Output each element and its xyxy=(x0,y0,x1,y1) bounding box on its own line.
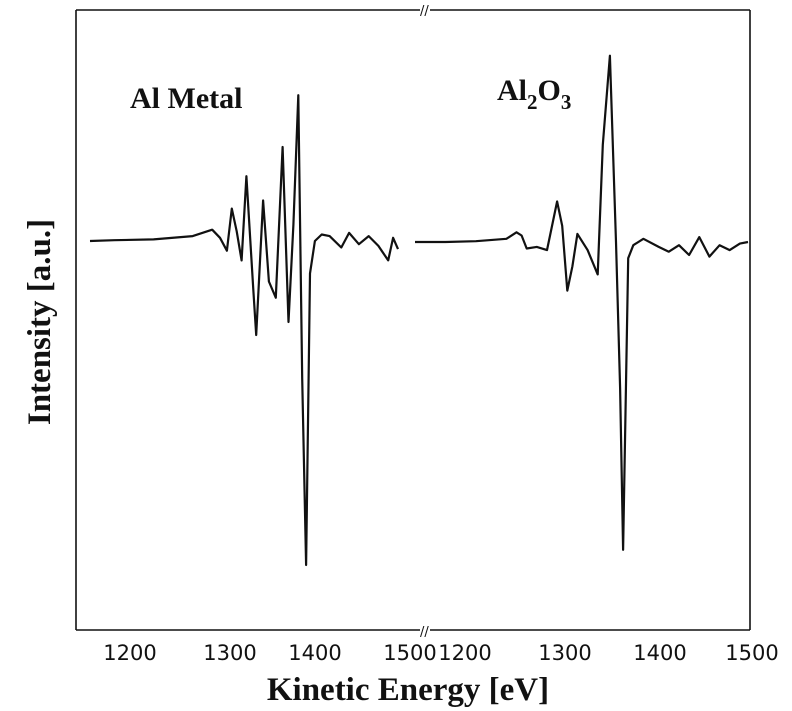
panel-al-metal: Al Metal 1200 1300 1400 1500 xyxy=(89,82,437,665)
x-tick-label: 1300 xyxy=(538,641,591,665)
x-tick-label: 1500 xyxy=(383,641,436,665)
x-ticks-left: 1200 1300 1400 1500 xyxy=(103,641,436,665)
axis-break-top: // xyxy=(420,4,429,19)
panel-al2o3: Al2O3 1200 1300 1400 1500 xyxy=(415,54,779,665)
series-line-al2o3 xyxy=(415,54,749,551)
x-tick-label: 1400 xyxy=(288,641,341,665)
axis-break-bottom: // xyxy=(420,625,429,640)
plot-frame: // // xyxy=(75,4,751,640)
x-tick-label: 1200 xyxy=(438,641,491,665)
panel-label-al-metal: Al Metal xyxy=(130,82,242,115)
x-tick-label: 1200 xyxy=(103,641,156,665)
x-tick-label: 1500 xyxy=(725,641,778,665)
x-tick-label: 1300 xyxy=(203,641,256,665)
x-axis-title: Kinetic Energy [eV] xyxy=(267,672,549,708)
x-tick-label: 1400 xyxy=(633,641,686,665)
series-line-al-metal xyxy=(89,94,400,567)
y-axis-title: Intensity [a.u.] xyxy=(22,219,58,425)
panel-label-al2o3: Al2O3 xyxy=(497,74,571,114)
x-ticks-right: 1200 1300 1400 1500 xyxy=(438,641,778,665)
